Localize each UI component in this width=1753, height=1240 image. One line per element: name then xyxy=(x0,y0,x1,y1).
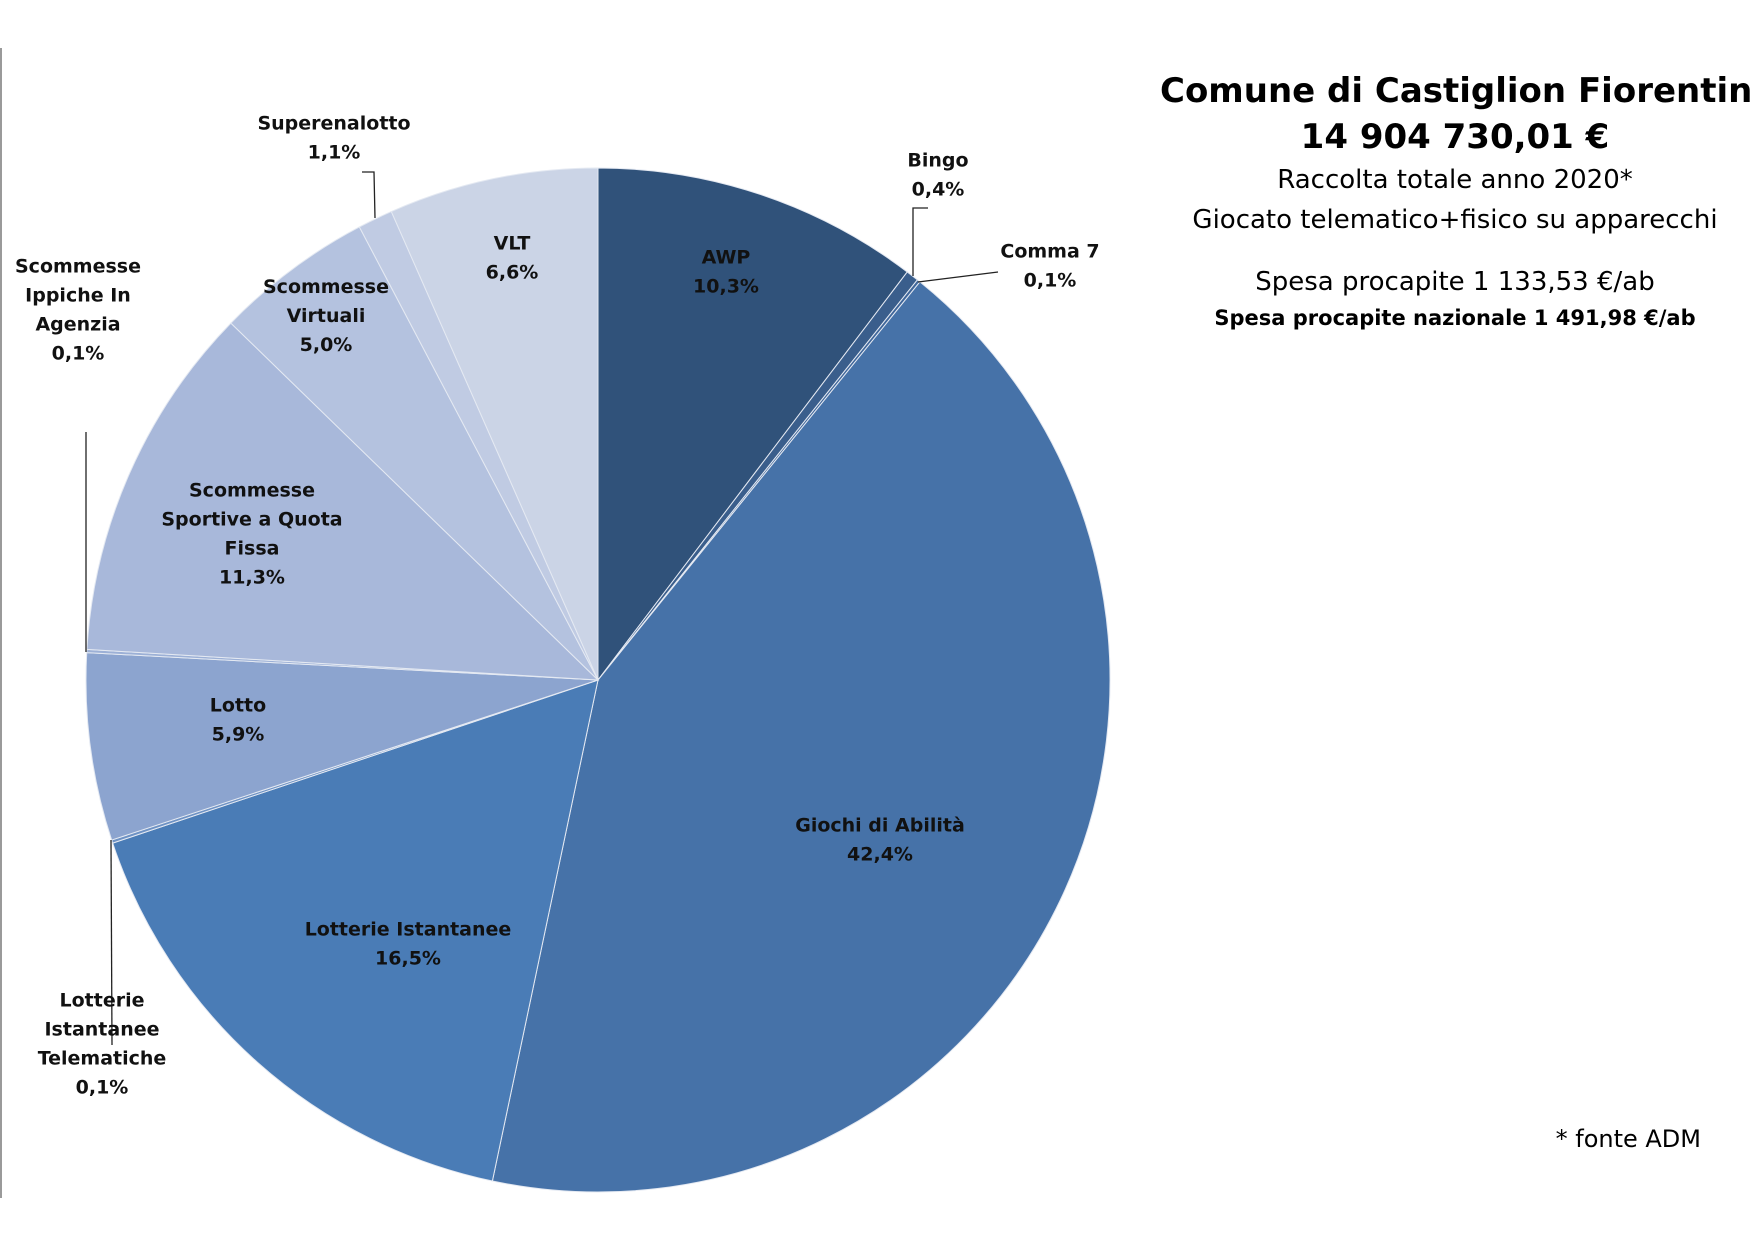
pie-slices xyxy=(85,167,1111,1193)
slice-label-lotterie-istantanee-telematiche: Lotterie Istantanee Telematiche 0,1% xyxy=(38,990,167,1099)
leader-line-bingo xyxy=(912,207,928,276)
source-note: * fonte ADM xyxy=(1555,1125,1701,1153)
pie-slice-lotto xyxy=(85,652,599,841)
slice-label-scommesse-virtuali: Scommesse Virtuali 5,0% xyxy=(263,276,389,356)
slice-label-scommesse-sportive-a-quota-fissa: Scommesse Sportive a Quota Fissa 11,3% xyxy=(161,480,342,589)
chart-frame-border xyxy=(0,48,2,1198)
slice-labels: AWP 10,3% Bingo 0,4% Comma 7 0,1% Giochi di Ab… xyxy=(15,113,1100,1099)
leader-lines xyxy=(85,171,999,1046)
pie-chart: AWP 10,3% Bingo 0,4% Comma 7 0,1% Giochi di Ab… xyxy=(15,113,1111,1193)
pie-slice-awp xyxy=(597,167,908,682)
slice-label-vlt: VLT 6,6% xyxy=(486,233,539,284)
pie-slice-giochi-di-abilit- xyxy=(491,281,1111,1193)
pie-slice-lotterie-istantanee xyxy=(112,679,599,1182)
slice-label-lotterie-istantanee: Lotterie Istantanee 16,5% xyxy=(305,919,512,970)
slice-label-bingo: Bingo 0,4% xyxy=(907,150,968,201)
slice-label-lotto: Lotto 5,9% xyxy=(210,695,266,746)
slice-label-superenalotto: Superenalotto 1,1% xyxy=(257,113,410,164)
title-block: Comune di Castiglion Fiorentino 14 904 7… xyxy=(1160,68,1753,334)
pie-slice-vlt xyxy=(390,167,599,681)
subtitle-giocato: Giocato telematico+fisico su apparecchi xyxy=(1192,205,1718,235)
pie-slice-scommesse-virtuali xyxy=(230,226,599,681)
leader-line-superenalotto xyxy=(362,171,376,219)
slice-label-awp: AWP 10,3% xyxy=(693,247,759,298)
spesa-procapite-nazionale: Spesa procapite nazionale 1 491,98 €/ab xyxy=(1214,306,1696,330)
total-amount: 14 904 730,01 € xyxy=(1300,117,1610,157)
slice-label-scommesse-ippiche-in-agenzia: Scommesse Ippiche In Agenzia 0,1% xyxy=(15,256,141,365)
subtitle-raccolta: Raccolta totale anno 2020* xyxy=(1277,165,1633,195)
leader-line-lotterie-istantanee-telematiche xyxy=(110,839,113,1046)
slice-label-giochi-di-abilit-: Giochi di Abilità 42,4% xyxy=(795,815,965,866)
chart-title: Comune di Castiglion Fiorentino xyxy=(1160,71,1753,111)
pie-slice-scommesse-sportive-a-quota-fissa xyxy=(86,322,600,681)
leader-line-comma-7 xyxy=(917,271,999,283)
spesa-procapite: Spesa procapite 1 133,53 €/ab xyxy=(1255,267,1655,297)
slice-label-comma-7: Comma 7 0,1% xyxy=(1000,241,1099,292)
